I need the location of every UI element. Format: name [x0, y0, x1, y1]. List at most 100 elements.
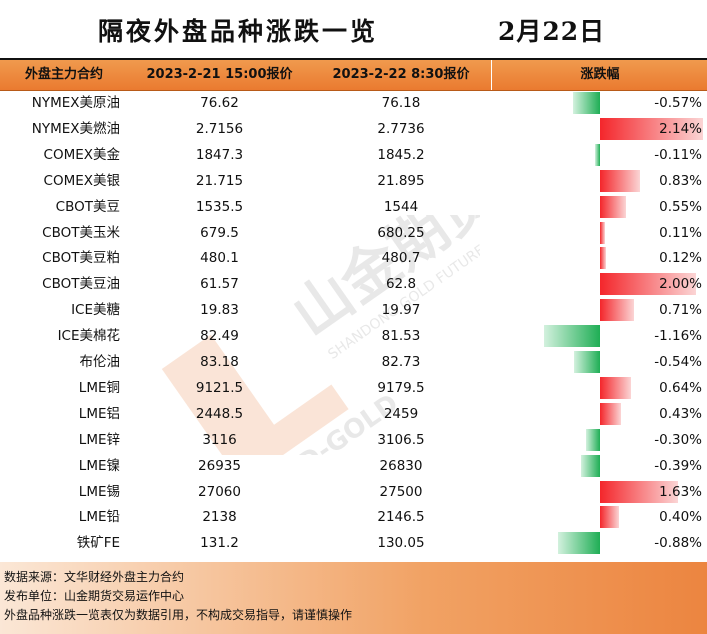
table-header: 外盘主力合约 2023-2-21 15:00报价 2023-2-22 8:30报…	[0, 60, 707, 91]
header-change: 涨跌幅	[580, 67, 620, 82]
contract-name: CBOT美豆油	[42, 276, 120, 293]
curr-price: 62.8	[385, 276, 417, 293]
contract-name: ICE美棉花	[57, 328, 120, 345]
prev-price: 76.62	[200, 95, 239, 111]
prev-price: 61.57	[200, 276, 239, 293]
footer: 数据来源：文华财经外盘主力合约 发布单位：山金期货交易运作中心 外盘品种涨跌一览…	[0, 562, 707, 634]
contract-name: ICE美糖	[71, 302, 120, 319]
prev-price: 2.7156	[195, 120, 244, 137]
footer-publisher: 发布单位：山金期货交易运作中心	[4, 589, 185, 603]
prev-price: 19.83	[200, 302, 239, 319]
contract-name: 布伦油	[79, 354, 121, 370]
prev-price: 3116	[202, 431, 237, 448]
prev-price: 2448.5	[195, 405, 244, 422]
prev-price: 1847.3	[195, 146, 244, 163]
table-row: ICE美糖 19.83 19.97 0.71%	[0, 297, 707, 323]
contract-name: NYMEX美原油	[31, 95, 120, 111]
header-name: 外盘主力合约	[24, 67, 103, 82]
change-bar	[574, 351, 600, 373]
change-percent: 0.83%	[659, 172, 702, 189]
change-percent: -0.57%	[654, 95, 702, 111]
change-bar	[600, 273, 696, 296]
change-bar	[600, 376, 631, 399]
change-bar	[600, 247, 606, 270]
prev-price: 679.5	[200, 224, 239, 241]
change-percent: 1.63%	[659, 483, 702, 500]
prev-price: 2138	[202, 509, 237, 526]
table-row: LME锌 3116 3106.5 -0.30%	[0, 427, 707, 453]
curr-price: 81.53	[381, 328, 421, 345]
change-bar	[600, 221, 606, 244]
table-row: LME锡 27060 27500 1.63%	[0, 479, 707, 505]
table-row: CBOT美豆 1535.5 1544 0.55%	[0, 194, 707, 220]
contract-name: COMEX美金	[43, 146, 120, 163]
title-bar: 隔夜外盘品种涨跌一览 2月22日	[0, 0, 707, 60]
change-bar	[557, 532, 600, 555]
change-percent: -0.54%	[654, 354, 702, 370]
header-divider	[491, 60, 492, 90]
prev-price: 1535.5	[195, 198, 244, 215]
curr-price: 1845.2	[377, 146, 425, 163]
change-bar	[600, 117, 703, 140]
curr-price: 3106.5	[377, 431, 425, 448]
page-title: 隔夜外盘品种涨跌一览	[98, 17, 379, 46]
change-percent: -0.39%	[654, 457, 702, 474]
title-date: 2月22日	[498, 17, 606, 46]
prev-price: 83.18	[200, 354, 239, 370]
contract-name: COMEX美银	[43, 172, 120, 189]
table-row: LME铝 2448.5 2459 0.43%	[0, 401, 707, 427]
curr-price: 21.895	[377, 172, 425, 189]
change-percent: -1.16%	[654, 328, 702, 345]
table-row: LME铜 9121.5 9179.5 0.64%	[0, 375, 707, 401]
table-row: ICE美棉花 82.49 81.53 -1.16%	[0, 323, 707, 349]
curr-price: 27500	[379, 483, 423, 500]
table-row: CBOT美玉米 679.5 680.25 0.11%	[0, 220, 707, 246]
change-percent: -0.11%	[654, 146, 702, 163]
prev-price: 21.715	[195, 172, 244, 189]
curr-price: 480.7	[381, 250, 421, 267]
contract-name: CBOT美玉米	[42, 224, 120, 241]
table-row: CBOT美豆粕 480.1 480.7 0.12%	[0, 245, 707, 271]
curr-price: 1544	[383, 198, 419, 215]
table-row: 布伦油 83.18 82.73 -0.54%	[0, 349, 707, 375]
contract-name: LME铜	[78, 379, 120, 396]
change-bar	[572, 92, 600, 114]
table-row: 铁矿FE 131.2 130.05 -0.88%	[0, 530, 707, 556]
prev-price: 27060	[198, 483, 241, 500]
table-row: NYMEX美燃油 2.7156 2.7736 2.14%	[0, 116, 707, 142]
table-row: LME镍 26935 26830 -0.39%	[0, 453, 707, 479]
curr-price: 19.97	[381, 302, 421, 319]
table-row: COMEX美银 21.715 21.895 0.83%	[0, 168, 707, 194]
footer-source: 数据来源：文华财经外盘主力合约	[4, 570, 185, 584]
change-percent: 0.12%	[659, 250, 702, 267]
contract-name: LME镍	[78, 457, 120, 474]
change-bar	[600, 169, 640, 192]
curr-price: 2.7736	[377, 120, 425, 137]
change-percent: 2.00%	[659, 276, 702, 293]
change-percent: 0.71%	[659, 302, 702, 319]
prev-price: 131.2	[200, 535, 239, 552]
table-body: NYMEX美原油 76.62 76.18 -0.57% NYMEX美燃油 2.7156 2.…	[0, 90, 707, 556]
change-bar	[581, 454, 600, 477]
change-bar	[600, 506, 620, 529]
change-bar	[600, 195, 627, 218]
curr-price: 82.73	[381, 354, 421, 370]
prev-price: 480.1	[200, 250, 239, 267]
curr-price: 680.25	[377, 224, 425, 241]
prev-price: 9121.5	[195, 379, 244, 396]
change-bar	[585, 428, 600, 451]
curr-price: 2459	[383, 405, 419, 422]
prev-price: 26935	[198, 457, 241, 474]
change-bar	[600, 402, 621, 425]
prev-price: 82.49	[200, 328, 239, 345]
table-row: COMEX美金 1847.3 1845.2 -0.11%	[0, 142, 707, 168]
change-percent: 0.64%	[659, 379, 702, 396]
footer-disclaimer: 外盘品种涨跌一览表仅为数据引用，不构成交易指导，请谨慎操作	[4, 608, 353, 622]
change-percent: 2.14%	[659, 120, 702, 137]
change-percent: -0.88%	[654, 535, 702, 552]
contract-name: NYMEX美燃油	[31, 120, 120, 137]
change-percent: -0.30%	[654, 431, 702, 448]
table-row: NYMEX美原油 76.62 76.18 -0.57%	[0, 90, 707, 116]
change-bar	[600, 299, 635, 322]
contract-name: 铁矿FE	[76, 535, 120, 552]
